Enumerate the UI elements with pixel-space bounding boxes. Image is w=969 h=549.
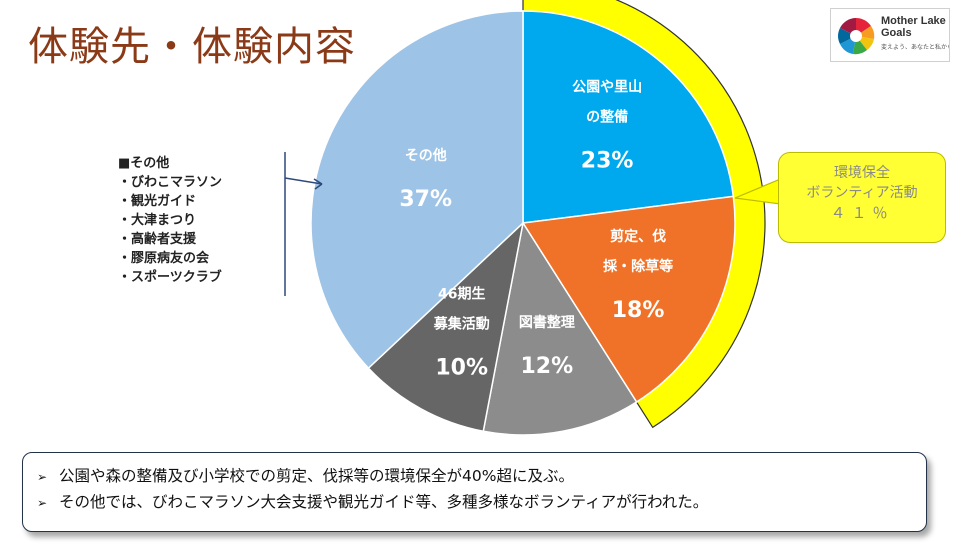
pie-slice <box>482 220 638 436</box>
slice-label: 46期生 <box>438 285 485 302</box>
pie-slice <box>522 10 735 224</box>
others-item: ・膠原病友の会 <box>118 251 210 266</box>
callout-pointer <box>735 175 790 205</box>
summary-line-2: ➢ その他では、びわこマラソン大会支援や観光ガイド等、多種多様なボランティアが行わ… <box>37 490 926 516</box>
others-arrowhead-icon <box>313 178 323 190</box>
logo-tagline: 変えよう、あなたと私から <box>881 44 949 51</box>
others-item: ・びわこマラソン <box>118 175 223 190</box>
others-item: ・高齢者支援 <box>118 232 197 247</box>
slice-value: 37% <box>399 187 452 212</box>
pie-slice <box>521 195 736 404</box>
logo-name: Mother Lake Goals <box>881 15 946 39</box>
page-title: 体験先・体験内容 <box>28 24 356 70</box>
logo-wheel-icon <box>838 17 875 55</box>
callout-percent: ４１％ <box>830 204 894 222</box>
slice-label: 公園や里山 <box>572 80 642 96</box>
slice-label: 募集活動 <box>433 315 490 332</box>
slice-label: 剪定、伐 <box>610 228 666 245</box>
slice-value: 10% <box>435 355 488 380</box>
pie-slice <box>310 10 524 370</box>
environment-callout: 環境保全 ボランティア活動 ４１％ <box>778 152 946 243</box>
summary-box: ➢ 公園や森の整備及び小学校での剪定、伐採等の環境保全が40%超に及ぶ。 ➢ その他… <box>22 452 927 532</box>
slice-label: 採・除草等 <box>603 258 673 275</box>
others-heading: ■その他 <box>118 156 170 171</box>
callout-label-2: ボランティア活動 <box>806 185 918 201</box>
callout-label-1: 環境保全 <box>834 165 890 181</box>
bullet-arrow-icon: ➢ <box>37 470 48 484</box>
others-arrow <box>284 177 323 185</box>
mother-lake-goals-logo: Mother Lake Goals 変えよう、あなたと私から <box>830 8 950 62</box>
others-item: ・観光ガイド <box>118 194 197 209</box>
bullet-arrow-icon: ➢ <box>37 496 48 510</box>
slice-value: 18% <box>612 298 665 323</box>
slice-label: 図書整理 <box>519 314 575 331</box>
pie-slice <box>367 220 525 433</box>
others-item: ・スポーツクラブ <box>118 270 222 285</box>
slice-label: その他 <box>405 147 447 164</box>
others-list: ■その他 ・びわこマラソン ・観光ガイド ・大津まつり ・高齢者支援 ・膠原病友… <box>118 154 222 287</box>
summary-line-1: ➢ 公園や森の整備及び小学校での剪定、伐採等の環境保全が40%超に及ぶ。 <box>37 464 926 490</box>
others-item: ・大津まつり <box>118 213 197 228</box>
slice-label: の整備 <box>586 109 628 126</box>
slice-value: 23% <box>581 149 634 174</box>
slice-value: 12% <box>520 354 573 379</box>
